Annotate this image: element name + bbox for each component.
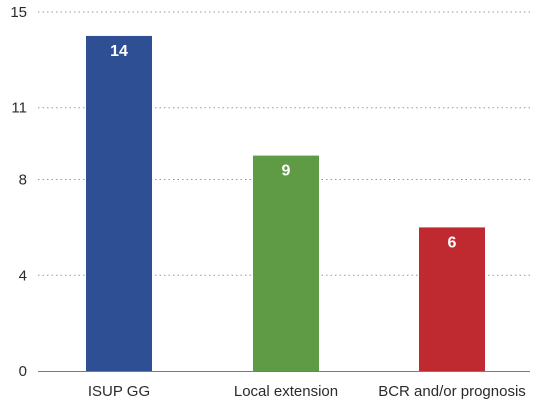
bar-isup-gg (86, 35, 152, 371)
y-tick-label: 11 (11, 100, 27, 117)
bars (86, 35, 485, 371)
y-tick-label: 4 (19, 267, 27, 284)
x-category-label: ISUP GG (88, 383, 150, 400)
bar-value-labels: 14 9 6 (110, 43, 456, 251)
x-axis-category-labels: ISUP GG Local extension BCR and/or prognos… (88, 383, 526, 400)
bar-value-label: 9 (282, 163, 291, 180)
y-tick-label: 0 (19, 363, 27, 380)
y-axis-tick-labels: 0 4 8 11 15 (10, 4, 27, 380)
bar-local-extension (253, 155, 319, 371)
x-category-label: Local extension (234, 383, 338, 400)
y-tick-label: 15 (10, 4, 27, 21)
bar-bcr-and-or-prognosis (419, 227, 485, 371)
y-tick-label: 8 (19, 172, 27, 189)
bar-value-label: 14 (110, 43, 128, 60)
x-category-label: BCR and/or prognosis (378, 383, 526, 400)
bar-value-label: 6 (448, 234, 457, 251)
